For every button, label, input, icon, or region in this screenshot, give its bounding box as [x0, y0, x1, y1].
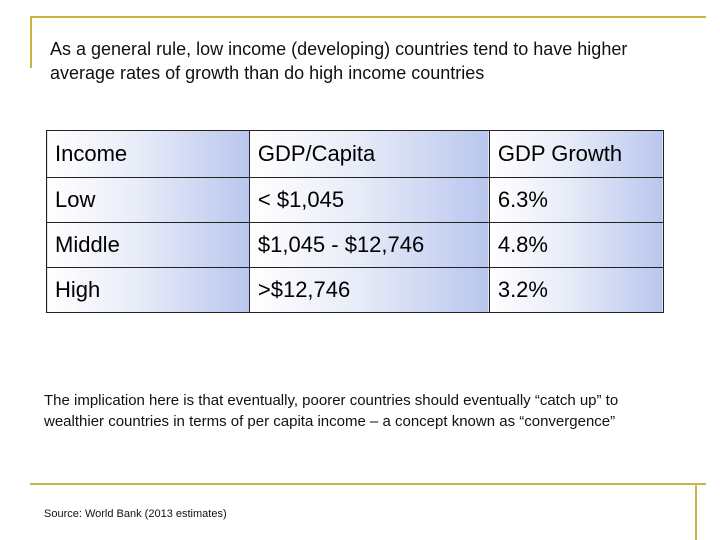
income-growth-table: Income GDP/Capita GDP Growth Low < $1,04…: [46, 130, 665, 313]
implication-text: The implication here is that eventually,…: [44, 392, 619, 430]
top-rule: [30, 16, 706, 18]
income-cell: High: [46, 267, 250, 313]
source-note: Source: World Bank (2013 estimates): [44, 508, 227, 520]
table-row: Low < $1,045 6.3%: [46, 177, 665, 223]
gdp-growth-cell: 4.8%: [488, 222, 665, 268]
table-header-row: Income GDP/Capita GDP Growth: [46, 130, 665, 178]
slide-headline: As a general rule, low income (developin…: [50, 39, 628, 83]
header-gdp-capita: GDP/Capita: [248, 130, 490, 178]
gdp-capita-cell: >$12,746: [248, 267, 490, 313]
gdp-growth-cell: 6.3%: [488, 177, 665, 223]
table-row: High >$12,746 3.2%: [46, 267, 665, 313]
gdp-capita-cell: < $1,045: [248, 177, 490, 223]
bottom-rule: [30, 483, 706, 485]
right-rule: [695, 484, 697, 540]
header-gdp-growth: GDP Growth: [488, 130, 665, 178]
gdp-growth-cell: 3.2%: [488, 267, 665, 313]
table-row: Middle $1,045 - $12,746 4.8%: [46, 222, 665, 268]
income-cell: Middle: [46, 222, 250, 268]
header-income: Income: [46, 130, 250, 178]
left-rule: [30, 16, 32, 68]
gdp-capita-cell: $1,045 - $12,746: [248, 222, 490, 268]
income-cell: Low: [46, 177, 250, 223]
